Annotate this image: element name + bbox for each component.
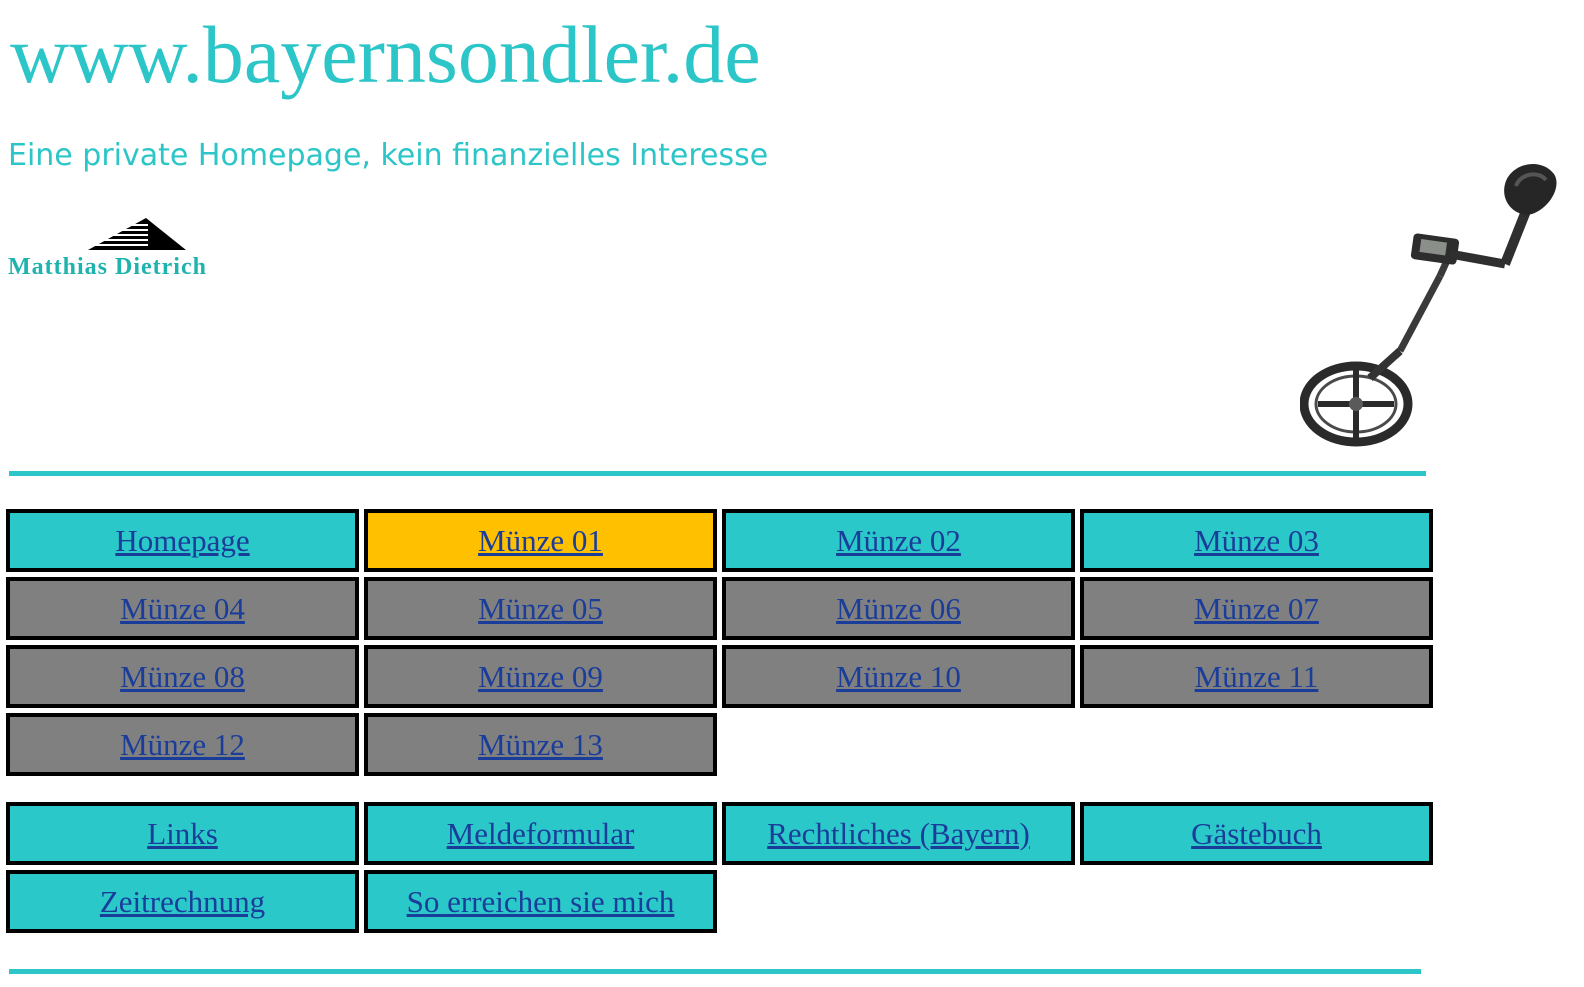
nav-cell-muenze-07[interactable]: Münze 07 [1080,577,1433,640]
nav-cell-muenze-04[interactable]: Münze 04 [6,577,359,640]
nav-cell-muenze-03[interactable]: Münze 03 [1080,509,1433,572]
nav-link-links[interactable]: Links [147,815,218,851]
site-subtitle: Eine private Homepage, kein finanzielles… [8,138,769,173]
nav-link-muenze-10[interactable]: Münze 10 [836,658,961,694]
author-name: Matthias Dietrich [8,254,207,280]
nav-cell-muenze-13[interactable]: Münze 13 [364,713,717,776]
bottom-divider [9,969,1421,974]
nav-cell-muenze-08[interactable]: Münze 08 [6,645,359,708]
nav-cell-gaestebuch[interactable]: Gästebuch [1080,802,1433,865]
nav-link-muenze-05[interactable]: Münze 05 [478,590,603,626]
nav-link-muenze-09[interactable]: Münze 09 [478,658,603,694]
nav-cell-muenze-12[interactable]: Münze 12 [6,713,359,776]
nav-cell-muenze-10[interactable]: Münze 10 [722,645,1075,708]
nav-link-muenze-07[interactable]: Münze 07 [1194,590,1319,626]
nav-cell-muenze-02[interactable]: Münze 02 [722,509,1075,572]
author-logo: Matthias Dietrich [8,216,268,288]
nav-link-muenze-01[interactable]: Münze 01 [478,522,603,558]
nav-link-meldeformular[interactable]: Meldeformular [446,815,635,851]
nav-cell-zeitrechnung[interactable]: Zeitrechnung [6,870,359,933]
nav-link-rechtliches-bayern[interactable]: Rechtliches (Bayern) [767,815,1030,851]
nav-cell-muenze-01[interactable]: Münze 01 [364,509,717,572]
nav-cell-muenze-06[interactable]: Münze 06 [722,577,1075,640]
extra-navigation-grid: Links Meldeformular Rechtliches (Bayern) Gä… [6,802,1434,933]
site-title: www.bayernsondler.de [10,9,761,100]
nav-link-muenze-04[interactable]: Münze 04 [120,590,245,626]
nav-link-muenze-12[interactable]: Münze 12 [120,726,245,762]
metal-detector-image [1300,163,1557,447]
nav-cell-rechtliches-bayern[interactable]: Rechtliches (Bayern) [722,802,1075,865]
top-divider [9,471,1426,476]
nav-link-muenze-03[interactable]: Münze 03 [1194,522,1319,558]
nav-link-so-erreichen-sie-mich[interactable]: So erreichen sie mich [406,883,675,919]
nav-cell-muenze-11[interactable]: Münze 11 [1080,645,1433,708]
nav-cell-links[interactable]: Links [6,802,359,865]
nav-cell-muenze-09[interactable]: Münze 09 [364,645,717,708]
nav-link-homepage[interactable]: Homepage [115,522,250,558]
nav-cell-homepage[interactable]: Homepage [6,509,359,572]
nav-link-zeitrechnung[interactable]: Zeitrechnung [99,883,266,919]
nav-link-muenze-02[interactable]: Münze 02 [836,522,961,558]
nav-cell-so-erreichen-sie-mich[interactable]: So erreichen sie mich [364,870,717,933]
nav-link-muenze-06[interactable]: Münze 06 [836,590,961,626]
nav-cell-meldeformular[interactable]: Meldeformular [364,802,717,865]
nav-link-muenze-13[interactable]: Münze 13 [478,726,603,762]
nav-cell-muenze-05[interactable]: Münze 05 [364,577,717,640]
nav-link-muenze-08[interactable]: Münze 08 [120,658,245,694]
pyramid-logo-icon [88,218,186,250]
nav-link-muenze-11[interactable]: Münze 11 [1194,658,1319,694]
nav-link-gaestebuch[interactable]: Gästebuch [1191,815,1322,851]
coin-navigation-grid: Homepage Münze 01 Münze 02 Münze 03 Münze 04… [6,509,1434,776]
